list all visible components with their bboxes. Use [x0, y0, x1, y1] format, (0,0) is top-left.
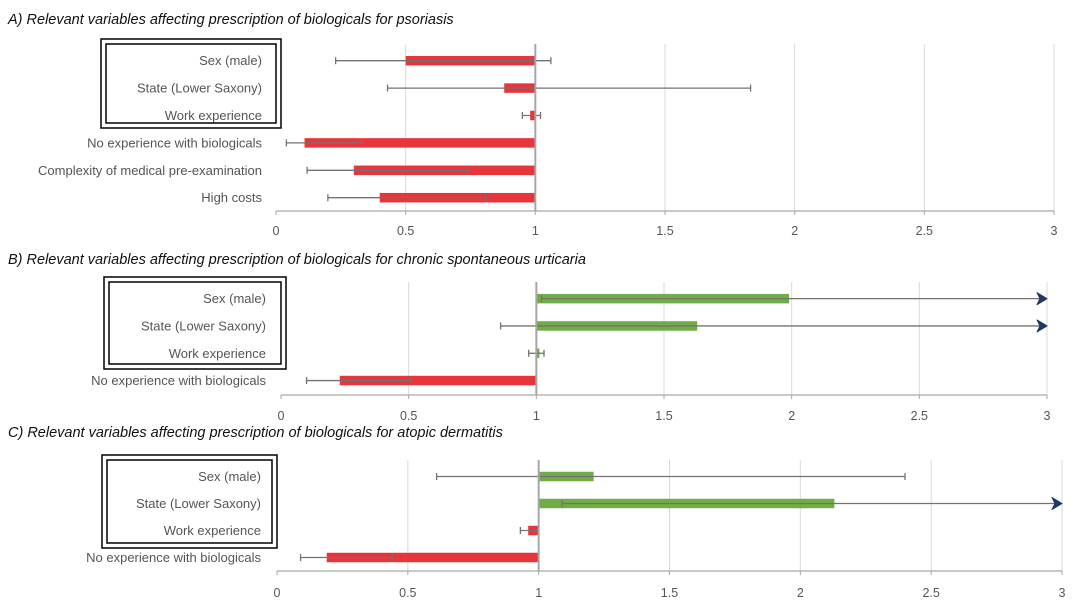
category-label: State (Lower Saxony): [137, 81, 262, 96]
category-label: No experience with biologicals: [91, 373, 266, 388]
ci-arrow-head: [1051, 497, 1063, 510]
category-label: Complexity of medical pre-examination: [38, 163, 262, 178]
x-tick-label: 2.5: [916, 224, 933, 238]
x-tick-label: 1.5: [656, 224, 673, 238]
x-tick-label: 1: [533, 409, 540, 423]
x-tick-label: 0: [274, 586, 281, 600]
bar: [339, 375, 537, 386]
bar: [304, 138, 536, 148]
boxed-group-frame-outer: [103, 276, 287, 370]
x-tick-label: 2: [788, 409, 795, 423]
ci-arrow-head: [1036, 292, 1048, 306]
panel-title: A) Relevant variables affecting prescrip…: [7, 12, 454, 28]
category-label: No experience with biologicals: [86, 550, 261, 565]
category-label: State (Lower Saxony): [136, 496, 261, 511]
category-label: Work experience: [164, 523, 261, 538]
x-tick-label: 0.5: [400, 409, 417, 423]
bar: [326, 552, 539, 563]
boxed-group-frame-inner: [106, 459, 273, 544]
x-tick-label: 1: [532, 224, 539, 238]
category-label: Sex (male): [203, 291, 266, 306]
x-tick-label: 3: [1059, 586, 1066, 600]
panel-title: B) Relevant variables affecting prescrip…: [8, 252, 586, 268]
x-tick-label: 1.5: [655, 409, 672, 423]
category-label: State (Lower Saxony): [141, 318, 266, 333]
category-label: Work experience: [165, 108, 262, 123]
x-tick-label: 1: [535, 586, 542, 600]
x-tick-label: 0.5: [399, 586, 416, 600]
category-label: Sex (male): [198, 469, 261, 484]
panel-c: C) Relevant variables affecting prescrip…: [8, 425, 1066, 600]
x-tick-label: 3: [1051, 224, 1058, 238]
boxed-group-frame-inner: [108, 281, 282, 365]
x-tick-label: 2: [791, 224, 798, 238]
x-tick-label: 2.5: [911, 409, 928, 423]
x-tick-label: 0: [273, 224, 280, 238]
category-label: Sex (male): [199, 53, 262, 68]
panel-title: C) Relevant variables affecting prescrip…: [8, 425, 503, 441]
category-label: Work experience: [169, 346, 266, 361]
x-tick-label: 3: [1044, 409, 1051, 423]
boxed-group-frame-outer: [101, 454, 278, 549]
panel-a: A) Relevant variables affecting prescrip…: [7, 12, 1058, 238]
boxed-group-frame-outer: [100, 38, 282, 129]
x-tick-label: 1.5: [661, 586, 678, 600]
x-tick-label: 2.5: [922, 586, 939, 600]
ci-arrow-head: [1036, 319, 1048, 333]
category-label: High costs: [201, 190, 262, 205]
panel-b: B) Relevant variables affecting prescrip…: [8, 252, 1051, 423]
x-tick-label: 0: [278, 409, 285, 423]
boxed-group-frame-inner: [105, 43, 277, 124]
x-tick-label: 2: [797, 586, 804, 600]
x-tick-label: 0.5: [397, 224, 414, 238]
category-label: No experience with biologicals: [87, 135, 262, 150]
